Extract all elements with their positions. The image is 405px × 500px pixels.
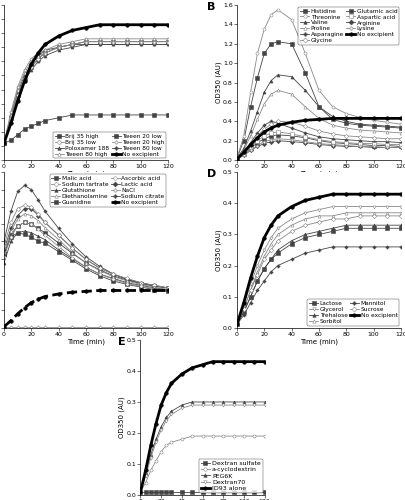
Y-axis label: OD350 (AU): OD350 (AU) xyxy=(215,62,222,104)
Y-axis label: OD350 (AU): OD350 (AU) xyxy=(119,396,125,438)
Legend: Brij 35 high, Brij 35 low, Poloxamer 188, Tween 80 high, Tween 20 low, Tween 20 : Brij 35 high, Brij 35 low, Poloxamer 188… xyxy=(53,132,166,158)
X-axis label: Time (min): Time (min) xyxy=(67,170,105,177)
Text: B: B xyxy=(207,2,216,12)
Legend: Dextran sulfate, a-cyclodextrin, PEG6K, Dextran70, ID93 alone: Dextran sulfate, a-cyclodextrin, PEG6K, … xyxy=(199,458,262,493)
X-axis label: Time (min): Time (min) xyxy=(300,170,338,177)
Text: E: E xyxy=(118,337,126,347)
Y-axis label: OD350 (AU): OD350 (AU) xyxy=(215,229,222,271)
X-axis label: Time (min): Time (min) xyxy=(300,338,338,344)
Legend: Histidine, Threonine, Valine, Proline, Asparagine, Glycine, Glutamic acid, Aspar: Histidine, Threonine, Valine, Proline, A… xyxy=(298,6,399,45)
X-axis label: Time (min): Time (min) xyxy=(67,338,105,344)
Text: D: D xyxy=(207,170,217,179)
Legend: Lactose, Glycerol, Trehalose, Sorbitol, Mannitol, Sucrose, No excipient: Lactose, Glycerol, Trehalose, Sorbitol, … xyxy=(307,300,399,326)
Legend: Malic acid, Sodium tartrate, Glutathione, Diethanolamine, Guanidine, Ascorbic ac: Malic acid, Sodium tartrate, Glutathione… xyxy=(49,174,166,206)
